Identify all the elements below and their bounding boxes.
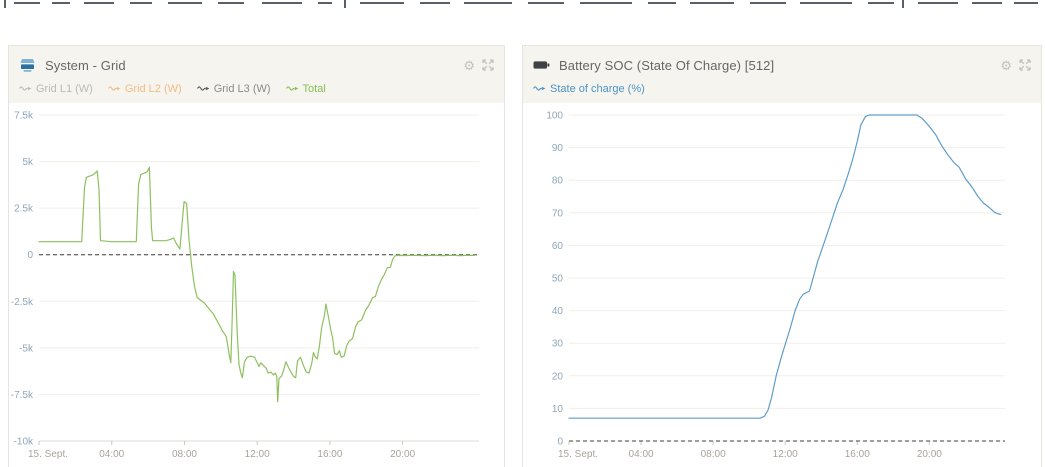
y-axis-tick-label: 50 bbox=[552, 274, 564, 285]
legend: State of charge (%) bbox=[533, 81, 1031, 96]
y-axis-tick-label: 70 bbox=[552, 208, 564, 219]
legend-item-label: Total bbox=[302, 82, 326, 95]
fullscreen-icon bbox=[1019, 59, 1031, 71]
y-axis-tick-label: 80 bbox=[552, 176, 564, 187]
legend-item-label: State of charge (%) bbox=[550, 82, 645, 95]
y-axis-tick-label: 7.5k bbox=[14, 111, 34, 122]
panel-settings-button[interactable]: ⚙ bbox=[463, 59, 475, 72]
y-axis-tick-label: -7.5k bbox=[11, 390, 34, 401]
y-axis-tick-label: 60 bbox=[552, 241, 564, 252]
grid-chart-area: 7.5k 5k 2.5k 0 -2.5k -5k -7.5k -10k 15. Sept. 04:… bbox=[9, 103, 504, 467]
x-axis-tick-label: 04:00 bbox=[99, 449, 124, 460]
x-axis-tick-label: 16:00 bbox=[845, 449, 870, 460]
panel-fullscreen-button[interactable] bbox=[1019, 59, 1031, 71]
fullscreen-icon bbox=[482, 59, 494, 71]
series-line-state-of-charge bbox=[568, 114, 1002, 419]
x-axis-tick-label: 08:00 bbox=[701, 449, 726, 460]
panel-title: Battery SOC (State Of Charge) [512] bbox=[559, 57, 775, 73]
legend-item-label: Grid L1 (W) bbox=[36, 82, 93, 95]
settings-gear-icon: ⚙ bbox=[1000, 57, 1012, 73]
y-axis-tick-label: -2.5k bbox=[11, 297, 34, 308]
y-axis-tick-label: 40 bbox=[552, 306, 564, 317]
panel-fullscreen-button[interactable] bbox=[482, 59, 494, 71]
x-axis-tick-label: 20:00 bbox=[917, 449, 942, 460]
y-axis-tick-label: 0 bbox=[557, 437, 563, 448]
legend-item-total[interactable]: Total bbox=[285, 82, 326, 95]
x-axis-tick-label: 12:00 bbox=[245, 449, 270, 460]
panel-grid-header: System - Grid ⚙ Grid L1 (W) bbox=[9, 46, 504, 103]
y-axis-tick-label: -5k bbox=[19, 343, 34, 354]
y-axis-tick-label: 20 bbox=[552, 371, 564, 382]
series-line-total bbox=[38, 166, 476, 403]
x-axis-tick-label: 15. Sept. bbox=[558, 449, 598, 460]
x-axis-tick-label: 16:00 bbox=[317, 449, 342, 460]
x-axis-tick-label: 12:00 bbox=[773, 449, 798, 460]
battery-icon bbox=[533, 59, 550, 71]
x-axis-tick-label: 20:00 bbox=[390, 449, 415, 460]
x-axis-tick-label: 15. Sept. bbox=[28, 449, 68, 460]
panel-grid: System - Grid ⚙ Grid L1 (W) bbox=[8, 45, 505, 467]
legend-item-state-of-charge[interactable]: State of charge (%) bbox=[533, 83, 645, 95]
legend-item-label: Grid L2 (W) bbox=[124, 82, 182, 95]
series-squiggle-arrow-icon bbox=[19, 84, 32, 93]
battery-chart-area: 100 90 80 70 60 50 40 30 20 10 0 15. Sept. 04:00 08:0… bbox=[523, 103, 1041, 467]
y-axis-tick-label: 0 bbox=[27, 250, 33, 261]
grid-meter-icon bbox=[19, 58, 36, 73]
clipped-text-row bbox=[0, 0, 1045, 8]
series-squiggle-arrow-icon bbox=[533, 84, 546, 93]
legend: Grid L1 (W) Grid L2 (W) Grid L3 (W) Total bbox=[19, 81, 494, 96]
series-squiggle-arrow-icon bbox=[107, 84, 121, 93]
legend-item-grid-l2-w[interactable]: Grid L2 (W) bbox=[107, 82, 182, 95]
y-axis-tick-label: 100 bbox=[546, 111, 563, 122]
y-axis-tick-label: 10 bbox=[552, 404, 564, 415]
legend-item-label: Grid L3 (W) bbox=[213, 82, 271, 95]
panel-title: System - Grid bbox=[45, 57, 126, 73]
legend-item-grid-l3-w[interactable]: Grid L3 (W) bbox=[196, 82, 271, 95]
panel-settings-button[interactable]: ⚙ bbox=[1000, 59, 1012, 72]
panel-battery-header: Battery SOC (State Of Charge) [512] ⚙ bbox=[523, 46, 1041, 103]
settings-gear-icon: ⚙ bbox=[463, 57, 475, 73]
series-squiggle-arrow-icon bbox=[285, 84, 299, 93]
y-axis-tick-label: -10k bbox=[14, 437, 34, 448]
y-axis-tick-label: 30 bbox=[552, 339, 564, 350]
y-axis-tick-label: 2.5k bbox=[14, 204, 34, 215]
x-axis-tick-label: 04:00 bbox=[629, 449, 654, 460]
x-axis-tick-label: 08:00 bbox=[172, 449, 197, 460]
y-axis-tick-label: 90 bbox=[552, 143, 564, 154]
legend-item-grid-l1-w[interactable]: Grid L1 (W) bbox=[19, 83, 93, 95]
series-squiggle-arrow-icon bbox=[196, 84, 210, 93]
y-axis-tick-label: 5k bbox=[22, 157, 34, 168]
panel-battery-soc: Battery SOC (State Of Charge) [512] ⚙ bbox=[522, 45, 1042, 467]
